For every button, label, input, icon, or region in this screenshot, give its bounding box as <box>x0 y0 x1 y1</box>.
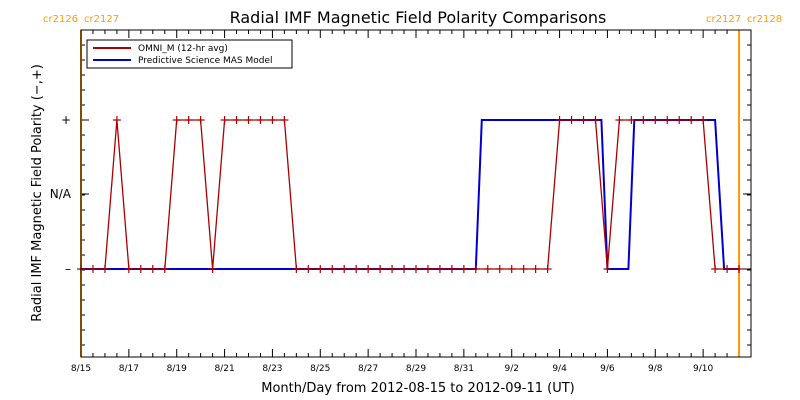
omni-data-point <box>447 265 456 273</box>
mas-model-line <box>81 119 739 270</box>
omni-data-point <box>543 265 552 273</box>
legend-box <box>86 39 293 69</box>
y-tick-label: – <box>65 262 71 276</box>
omni-data-point <box>723 265 732 273</box>
omni-data-point <box>232 116 241 124</box>
omni-data-point <box>663 116 672 124</box>
omni-data-point <box>316 265 325 273</box>
x-tick-label: 8/17 <box>119 364 139 374</box>
omni-data-point <box>459 265 468 273</box>
omni-data-point <box>100 265 109 273</box>
omni-data-point <box>591 116 600 124</box>
x-tick-label: 9/8 <box>648 364 663 374</box>
x-tick-label: 8/27 <box>358 364 378 374</box>
omni-data-point <box>304 265 313 273</box>
x-tick-label: 8/29 <box>406 364 426 374</box>
omni-data-point <box>627 116 636 124</box>
omni-data-point <box>136 265 145 273</box>
x-tick-label: 8/25 <box>310 364 330 374</box>
omni-data-point <box>172 116 181 124</box>
omni-data-point <box>328 265 337 273</box>
omni-data-point <box>400 265 409 273</box>
cr-label-right-1: cr2127 <box>706 14 741 25</box>
omni-data-point <box>507 265 516 273</box>
omni-data-point <box>603 265 612 273</box>
omni-data-point <box>160 265 169 273</box>
x-tick-label: 8/31 <box>454 364 474 374</box>
omni-data-point <box>148 265 157 273</box>
omni-data-point <box>88 265 97 273</box>
cr-label-left-1: cr2126 <box>43 14 78 25</box>
omni-data-point <box>292 265 301 273</box>
x-tick-label: 8/19 <box>167 364 187 374</box>
x-tick-label: 9/10 <box>693 364 713 374</box>
omni-data-point <box>555 116 564 124</box>
omni-data-point <box>364 265 373 273</box>
omni-data-point <box>567 116 576 124</box>
omni-data-point <box>280 116 289 124</box>
omni-data-point <box>699 116 708 124</box>
omni-data-point <box>735 265 744 273</box>
legend-label-mas: Predictive Science MAS Model <box>138 56 273 66</box>
omni-data-point <box>388 265 397 273</box>
x-tick-label: 9/4 <box>552 364 567 374</box>
cr-label-right-2: cr2128 <box>747 14 782 25</box>
omni-data-point <box>639 116 648 124</box>
omni-data-point <box>711 265 720 273</box>
omni-data-point <box>675 116 684 124</box>
series-layer <box>77 116 744 273</box>
omni-data-point <box>495 265 504 273</box>
omni-data-point <box>124 265 133 273</box>
x-tick-label: 8/21 <box>214 364 234 374</box>
omni-data-point <box>268 116 277 124</box>
x-axis-label: Month/Day from 2012-08-15 to 2012-09-11 … <box>261 381 574 396</box>
omni-data-point <box>412 265 420 273</box>
omni-data-point <box>220 116 229 124</box>
omni-data-point <box>352 265 361 273</box>
omni-data-point <box>112 116 121 124</box>
omni-data-point <box>196 116 205 124</box>
y-tick-label: N/A <box>50 187 72 201</box>
omni-data-point <box>651 116 660 124</box>
cr-label-left-2: cr2127 <box>84 14 119 25</box>
omni-data-point <box>423 265 432 273</box>
omni-data-point <box>579 116 588 124</box>
x-tick-label: 8/23 <box>262 364 282 374</box>
omni-data-point <box>687 116 696 124</box>
omni-line <box>81 119 739 270</box>
omni-data-point <box>208 265 217 273</box>
omni-data-point <box>531 265 540 273</box>
plot-frame <box>80 29 752 358</box>
omni-data-point <box>184 116 193 124</box>
omni-data-point <box>615 116 624 124</box>
axes-layer: + N/A – 8/15 8/17 8/19 8/21 8/23 8/25 8/27 8/29 8/3… <box>50 30 752 374</box>
legend: OMNI_M (12-hr avg) Predictive Science MA… <box>86 39 293 69</box>
y-axis-label: Radial IMF Magnetic Field Polarity (−,+) <box>30 64 45 322</box>
legend-label-omni: OMNI_M (12-hr avg) <box>138 44 228 54</box>
x-tick-label: 9/2 <box>504 364 518 374</box>
omni-data-point <box>519 265 528 273</box>
omni-data-point <box>471 265 480 273</box>
x-tick-label: 9/6 <box>600 364 615 374</box>
omni-data-point <box>256 116 265 124</box>
x-tick-label: 8/15 <box>71 364 91 374</box>
omni-data-point <box>340 265 349 273</box>
y-tick-label: + <box>61 113 71 127</box>
omni-data-point <box>376 265 385 273</box>
omni-data-point <box>244 116 253 124</box>
chart-title: Radial IMF Magnetic Field Polarity Compa… <box>230 8 607 27</box>
omni-data-point <box>483 265 492 273</box>
omni-data-point <box>435 265 444 273</box>
